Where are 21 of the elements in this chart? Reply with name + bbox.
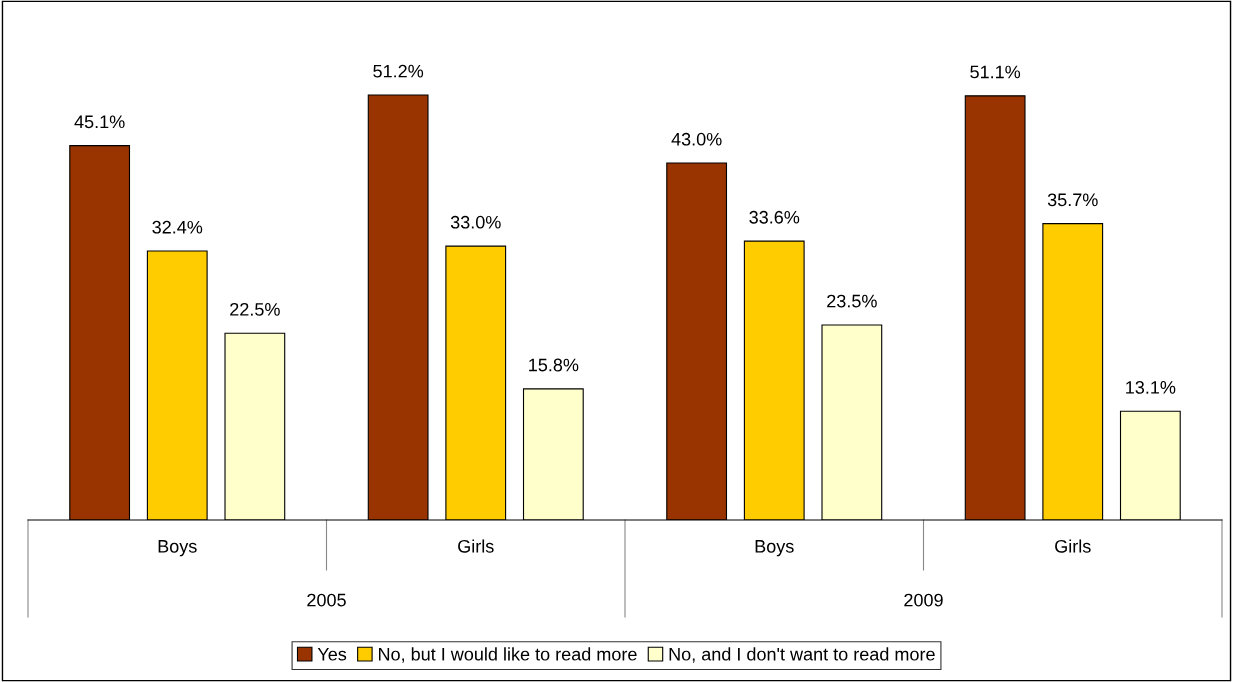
x-tick-label: Girls bbox=[1055, 539, 1091, 553]
legend-label: Yes bbox=[317, 647, 347, 661]
data-label: 43.0% bbox=[671, 132, 722, 146]
data-label: 51.1% bbox=[970, 65, 1021, 79]
data-label: 23.5% bbox=[827, 294, 877, 308]
data-label: 51.2% bbox=[373, 64, 424, 78]
text: 2005 bbox=[307, 593, 346, 607]
text: 2009 bbox=[904, 593, 943, 607]
data-label: 33.0% bbox=[450, 215, 501, 229]
legend-label: No, but I would like to read more bbox=[378, 647, 637, 663]
legend-label: No, and I don't want to read more bbox=[669, 647, 935, 663]
data-label: 45.1% bbox=[74, 115, 125, 129]
data-label: 35.7% bbox=[1047, 193, 1098, 207]
data-label: 32.4% bbox=[152, 220, 203, 234]
x-tick-label: Girls bbox=[458, 539, 494, 553]
data-label: 13.1% bbox=[1126, 381, 1176, 394]
data-label: 22.5% bbox=[230, 302, 280, 316]
x-tick-label: Boys bbox=[158, 540, 197, 557]
data-label: 15.8% bbox=[529, 358, 579, 372]
data-label: 33.6% bbox=[749, 210, 800, 224]
x-tick-label: Boys bbox=[755, 540, 794, 557]
